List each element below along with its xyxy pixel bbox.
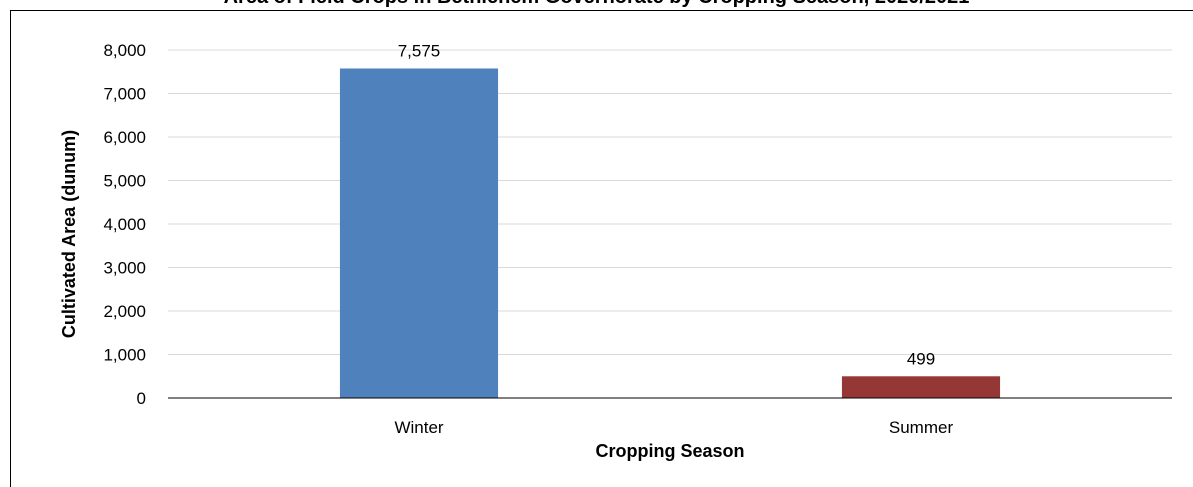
x-tick-label: Winter [394, 418, 443, 437]
chart-frame [10, 10, 1193, 487]
y-tick-label: 5,000 [103, 172, 146, 191]
data-labels: 7,575 499 [398, 41, 935, 368]
y-tick-label: 3,000 [103, 259, 146, 278]
y-tick-label: 2,000 [103, 302, 146, 321]
y-axis-ticks: 0 1,000 2,000 3,000 4,000 5,000 6,000 7,000 8,00… [103, 41, 146, 408]
y-tick-label: 6,000 [103, 128, 146, 147]
x-axis-title: Cropping Season [595, 441, 744, 461]
y-tick-label: 1,000 [103, 346, 146, 365]
data-label: 7,575 [398, 41, 441, 60]
y-axis-title: Cultivated Area (dunum) [59, 130, 79, 338]
data-label: 499 [907, 349, 935, 368]
gridlines [168, 49, 1172, 355]
y-tick-label: 8,000 [103, 41, 146, 60]
x-tick-label: Summer [889, 418, 954, 437]
y-tick-label: 0 [137, 389, 146, 408]
bar-winter [339, 68, 499, 399]
chart-title: Area of Field Crops in Bethlehem Governo… [0, 0, 1193, 9]
x-axis-ticks: Winter Summer [394, 418, 953, 437]
bar-summer [841, 376, 1001, 398]
y-tick-label: 7,000 [103, 85, 146, 104]
y-tick-label: 4,000 [103, 215, 146, 234]
bars [339, 68, 1001, 399]
